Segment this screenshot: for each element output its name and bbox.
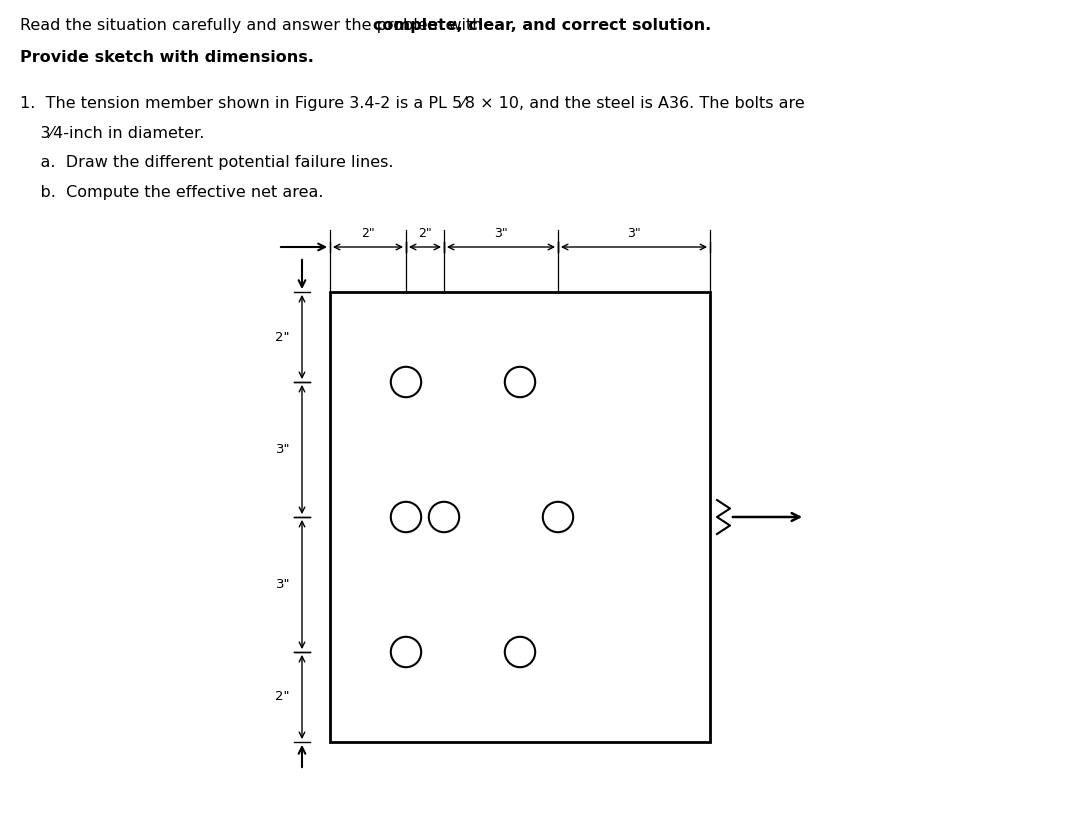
- Circle shape: [391, 367, 421, 397]
- Text: 3": 3": [494, 227, 508, 240]
- Text: 3": 3": [627, 227, 641, 240]
- Text: 2": 2": [275, 690, 291, 703]
- Text: a.  Draw the different potential failure lines.: a. Draw the different potential failure …: [20, 155, 394, 170]
- Bar: [330, 292, 710, 742]
- Text: Read the situation carefully and answer the problem with: Read the situation carefully and answer …: [20, 18, 487, 33]
- Text: 1.  The tension member shown in Figure 3.4-2 is a PL 5⁄8 × 10, and the steel is : 1. The tension member shown in Figure 3.…: [20, 96, 805, 111]
- Circle shape: [542, 501, 574, 532]
- Circle shape: [505, 637, 535, 667]
- Circle shape: [391, 637, 421, 667]
- Circle shape: [429, 501, 459, 532]
- Circle shape: [391, 501, 421, 532]
- Text: 2": 2": [275, 330, 291, 344]
- Text: complete, clear, and correct solution.: complete, clear, and correct solution.: [373, 18, 711, 33]
- Text: 3⁄4-inch in diameter.: 3⁄4-inch in diameter.: [20, 125, 204, 141]
- Text: Provide sketch with dimensions.: Provide sketch with dimensions.: [20, 50, 314, 65]
- Text: 3": 3": [275, 578, 291, 591]
- Text: b.  Compute the effective net area.: b. Compute the effective net area.: [20, 185, 324, 199]
- Text: 2": 2": [419, 227, 431, 240]
- Text: 2": 2": [362, 227, 374, 240]
- Circle shape: [505, 367, 535, 397]
- Text: 3": 3": [275, 443, 291, 456]
